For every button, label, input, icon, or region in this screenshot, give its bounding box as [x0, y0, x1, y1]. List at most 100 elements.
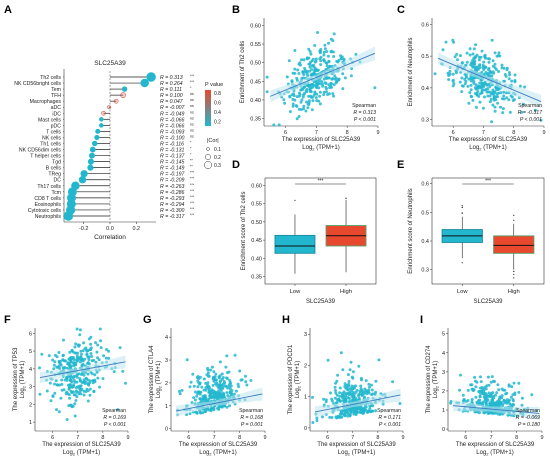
data-point [91, 379, 95, 383]
x-tick-label: 7 [213, 435, 216, 441]
data-point [211, 383, 215, 387]
data-point [60, 382, 64, 386]
data-point [237, 385, 241, 389]
data-point [84, 380, 88, 384]
data-point [499, 105, 502, 109]
data-point [225, 391, 229, 395]
x-axis-sublabel-sub: 2 [348, 452, 351, 457]
data-point [79, 357, 83, 361]
data-point [482, 388, 486, 392]
data-point [336, 373, 340, 377]
x-axis-sublabel-log: Log [476, 450, 486, 456]
data-point [185, 358, 189, 362]
data-point [53, 360, 57, 364]
data-point [225, 405, 229, 409]
lollipop-point [87, 164, 94, 171]
data-point [327, 92, 331, 96]
data-point [370, 409, 374, 413]
data-point [510, 385, 514, 389]
data-point [332, 32, 336, 36]
y-tick-label: 0.40 [251, 256, 262, 262]
data-point [80, 373, 83, 376]
data-point [452, 82, 456, 86]
data-point [359, 384, 363, 388]
y-tick-label: 1 [29, 420, 32, 426]
data-point [302, 86, 306, 89]
data-point [71, 384, 75, 388]
y-tick-label: 2 [165, 381, 168, 387]
data-point [355, 410, 358, 414]
data-point [364, 405, 368, 409]
data-point [293, 67, 297, 71]
data-point [342, 413, 346, 417]
y-tick-label: 0.6 [421, 22, 429, 28]
data-point [488, 57, 491, 61]
data-point [55, 365, 59, 369]
lollipop-point [101, 110, 106, 116]
data-point [301, 95, 305, 99]
data-point [188, 385, 192, 389]
data-point [501, 107, 505, 111]
row-label: DC [54, 178, 62, 184]
data-point [367, 388, 371, 392]
data-point [304, 89, 308, 93]
r-value-label: R = 0.313 [160, 75, 183, 81]
data-point [285, 75, 289, 79]
data-point [107, 356, 111, 360]
significance-label: *** [190, 207, 195, 211]
data-point [223, 404, 226, 408]
row-label: Th1 cells [40, 141, 61, 147]
legend-title: |Cor| [207, 138, 219, 144]
r-value-label: R = -0.066 [160, 117, 184, 123]
data-point [488, 94, 492, 98]
data-point [500, 63, 504, 67]
data-point [47, 354, 51, 358]
data-point [45, 389, 49, 393]
data-point [479, 380, 483, 384]
row-label: TFH [51, 93, 61, 99]
data-point [493, 380, 496, 383]
y-tick-label: 3 [304, 332, 307, 338]
data-point [441, 48, 445, 52]
data-point [78, 333, 82, 337]
data-point [351, 376, 355, 380]
data-point [472, 47, 476, 51]
data-point [299, 100, 303, 104]
data-point [318, 90, 322, 94]
data-point [206, 368, 210, 372]
data-point [497, 91, 501, 95]
data-point [48, 381, 52, 385]
data-point [322, 93, 326, 97]
x-tick-label: Low [457, 289, 468, 295]
data-point [368, 385, 371, 389]
y-axis-sublabel-tail: (TPM+1) [433, 361, 439, 386]
data-point [218, 374, 222, 378]
data-point [60, 378, 64, 382]
data-point [309, 94, 313, 98]
sig-label: *** [485, 179, 491, 185]
y-tick-label: 3 [165, 358, 168, 364]
colorbar-tick-label: 0.8 [214, 91, 221, 97]
data-point [490, 92, 493, 96]
data-point [360, 390, 364, 394]
panel-label: H [282, 314, 290, 326]
data-point [377, 358, 381, 362]
data-point [433, 72, 437, 76]
row-label: iDC [52, 111, 61, 117]
x-axis-sublabel: Log2 (TPM+1) [199, 450, 236, 457]
y-tick-label: 0.35 [251, 275, 262, 281]
data-point [466, 399, 470, 402]
significance-label: ** [190, 159, 193, 163]
data-point [448, 72, 452, 76]
y-tick-label: 0 [304, 426, 307, 432]
stats-p: P < 0.001 [379, 422, 401, 428]
data-point [193, 390, 197, 394]
data-point [326, 76, 330, 80]
data-point [471, 52, 475, 56]
data-point [207, 389, 211, 393]
data-point [314, 96, 318, 100]
data-point [339, 351, 343, 355]
data-point [177, 389, 181, 393]
outlier-point [294, 199, 296, 201]
row-label: Tcm [51, 190, 61, 196]
